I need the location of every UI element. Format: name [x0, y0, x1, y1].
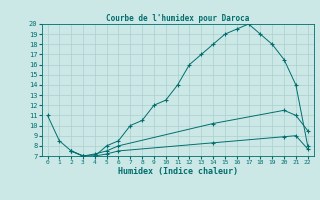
X-axis label: Humidex (Indice chaleur): Humidex (Indice chaleur)	[118, 167, 237, 176]
Title: Courbe de l'humidex pour Daroca: Courbe de l'humidex pour Daroca	[106, 14, 249, 23]
